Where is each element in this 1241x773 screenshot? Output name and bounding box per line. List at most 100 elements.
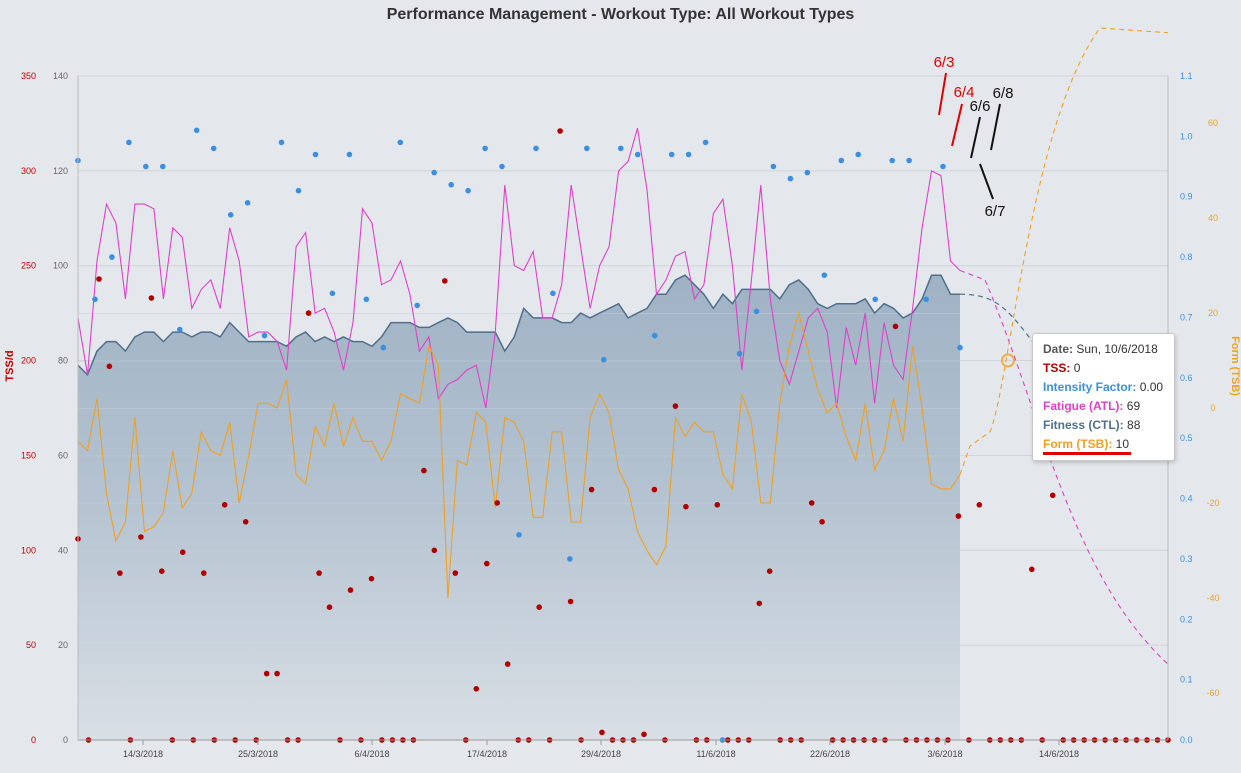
tooltip-atl-value: 69 [1126,399,1141,413]
intensity-point [278,139,285,146]
intensity-point [787,175,794,182]
annotation-label: 6/3 [934,54,955,71]
right-inner-tick-label: 0.2 [1180,614,1193,624]
x-tick-label: 3/6/2018 [927,749,962,759]
x-tick-label: 14/6/2018 [1039,749,1079,759]
intensity-point [584,145,590,152]
tss-point [504,661,511,667]
right-outer-tick-label: 40 [1208,213,1218,223]
fitness-band-line [78,502,960,504]
fatigue-line [77,128,961,409]
tss-point [117,570,123,576]
intensity-point [906,157,912,164]
tss-point [96,276,102,282]
form-line [77,310,961,599]
right-inner-tick-label: 1.0 [1180,131,1193,141]
left-inner-tick-label: 140 [53,71,68,81]
intensity-point [261,332,268,339]
intensity-point [736,350,743,357]
tss-point [159,568,165,574]
intensity-point [889,157,895,164]
right-outer-tick-label: 60 [1208,118,1218,128]
intensity-point [92,296,98,303]
tss-point [557,128,563,134]
intensity-point [499,163,505,170]
tss-point [316,570,322,576]
right-inner-tick-label: 0.1 [1180,675,1193,685]
tss-point [452,570,459,576]
tss-point [274,670,280,677]
tss-point [976,502,983,508]
intensity-point [244,200,251,206]
right-inner-tick-label: 0.5 [1180,433,1193,443]
fitness-band-line [78,360,960,362]
tss-point [955,513,962,519]
intensity-point [312,151,319,158]
tss-point [651,486,658,493]
intensity-point [770,163,777,170]
tss-point [484,560,490,567]
tooltip-ctl-label: Fitness (CTL): [1043,418,1124,432]
left-inner-tick-label: 20 [58,640,68,650]
tooltip-if-value: 0.00 [1139,380,1164,394]
left-outer-tick-label: 150 [21,450,36,460]
tss-point [494,500,501,506]
tss-point [588,486,595,493]
x-tick-label: 6/4/2018 [354,749,389,759]
right-inner-tick-label: 0.0 [1180,735,1193,745]
tooltip-atl-label: Fatigue (ATL): [1043,399,1124,413]
right-outer-tick-label: -60 [1206,688,1219,698]
annotation-line [979,163,994,200]
intensity-point [380,344,387,351]
annotation-label: 6/7 [985,203,1006,220]
tooltip-tss-label: TSS: [1043,361,1071,375]
intensity-point [346,151,353,158]
tss-point [305,310,312,316]
fitness-band-line [78,408,960,409]
tooltip-date-value: Sun, 10/6/2018 [1076,342,1158,356]
tss-point [347,587,354,593]
left-inner-tick-label: 80 [58,356,68,366]
intensity-point [210,145,217,152]
fatigue-projection [959,269,1169,665]
tss-point [599,729,605,736]
tsb-underline-mark [1043,452,1131,455]
intensity-point [143,163,149,170]
x-tick-label: 14/3/2018 [123,749,163,759]
right-axis-title: Form (TSB) [1229,336,1241,396]
tooltip-tsb-label: Form (TSB): [1043,437,1113,451]
left-inner-tick-label: 120 [53,166,68,176]
right-outer-tick-label: -40 [1206,593,1219,603]
intensity-point [177,326,183,333]
intensity-point [821,272,828,279]
intensity-point [227,212,234,218]
annotation-label: 6/4 [954,84,975,101]
intensity-point [838,157,845,164]
right-inner-tick-label: 0.7 [1180,312,1193,322]
tss-point [672,403,679,409]
chart-title: Performance Management - Workout Type: A… [386,6,855,23]
tss-point [148,295,155,301]
annotation-label: 6/6 [970,98,991,115]
form-projection [959,27,1169,475]
right-inner-tick-label: 1.1 [1180,71,1193,81]
intensity-point [397,139,404,146]
right-inner-tick-label: 0.9 [1180,192,1193,202]
intensity-point [465,187,471,194]
tss-point [536,604,542,610]
tss-point [368,575,375,582]
left-inner-tick-label: 60 [58,450,68,460]
intensity-point [160,163,166,170]
tss-point [180,549,186,555]
x-tick-label: 17/4/2018 [467,749,507,759]
fitness-band-line [78,313,960,315]
right-outer-tick-label: -20 [1206,498,1219,508]
intensity-point [295,187,302,194]
tss-point [766,568,773,574]
annotation-line [970,116,981,159]
tooltip-date-label: Date: [1043,342,1074,356]
x-tick-label: 25/3/2018 [238,749,278,759]
tss-point [819,519,825,525]
intensity-point [940,163,946,170]
